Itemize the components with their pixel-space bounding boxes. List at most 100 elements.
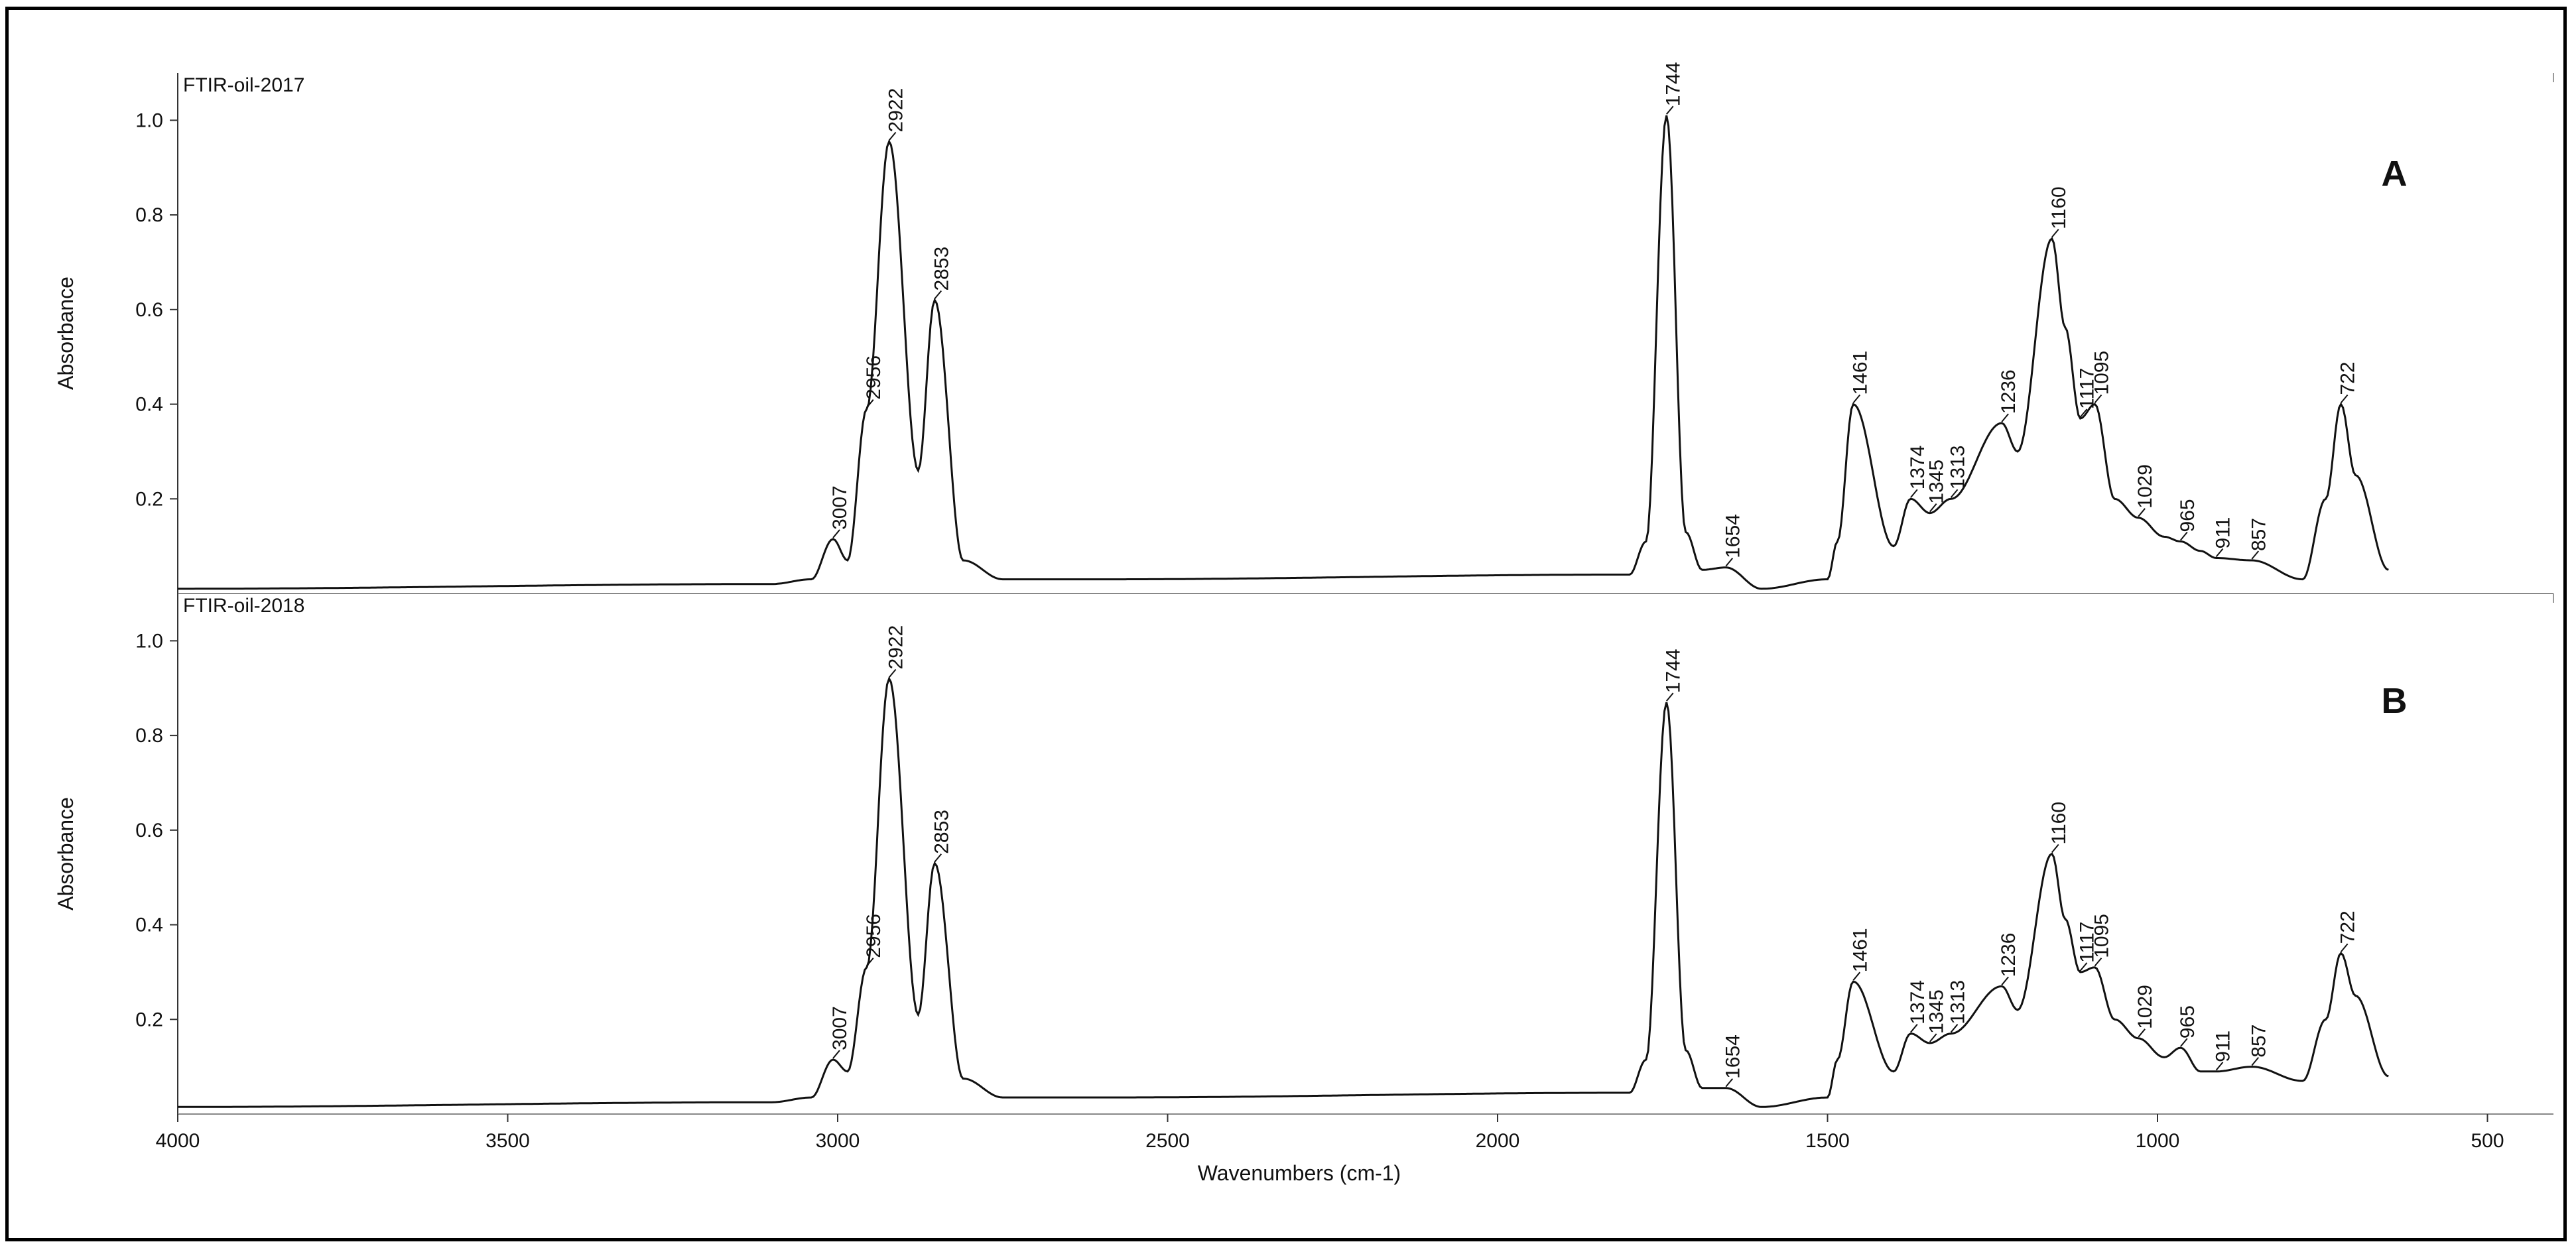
peak-marker bbox=[1910, 489, 1918, 498]
peak-marker bbox=[2051, 843, 2059, 853]
peak-marker bbox=[1929, 503, 1937, 513]
peak-label: 722 bbox=[2337, 910, 2359, 944]
peak-label: 3007 bbox=[829, 485, 851, 530]
peak-label: 965 bbox=[2177, 1005, 2199, 1038]
peak-marker bbox=[1852, 394, 1861, 404]
peak-marker bbox=[2251, 1056, 2260, 1066]
peak-marker bbox=[2079, 962, 2088, 971]
y-tick-label: 0.6 bbox=[135, 820, 163, 842]
peak-label: 1236 bbox=[1998, 369, 2020, 414]
panel-A: 0.2 0.4 0.6 0.8 1.0 Absorbance FTIR-oil-2017 A 3… bbox=[54, 62, 2554, 594]
panel-label-B: B bbox=[2382, 681, 2408, 721]
peak-label: 1654 bbox=[1722, 1034, 1744, 1079]
peak-label: 2922 bbox=[885, 625, 907, 670]
peak-label: 1374 bbox=[1907, 980, 1929, 1025]
y-tick-label: 0.8 bbox=[135, 204, 163, 226]
peak-label: 1374 bbox=[1907, 446, 1929, 490]
y-tick-label: 1.0 bbox=[135, 109, 163, 131]
peak-marker bbox=[2001, 413, 2009, 422]
peak-marker bbox=[2001, 976, 2009, 985]
peak-marker bbox=[1665, 692, 1674, 702]
peak-label: 1095 bbox=[2091, 914, 2112, 958]
y-tick-label: 0.2 bbox=[135, 1009, 163, 1030]
peak-label: 2853 bbox=[931, 247, 952, 291]
peak-marker bbox=[866, 958, 874, 967]
peak-marker bbox=[888, 668, 897, 678]
peak-label: 965 bbox=[2177, 499, 2199, 532]
panel-label-A: A bbox=[2382, 154, 2408, 194]
x-tick-label: 2500 bbox=[1145, 1130, 1190, 1152]
x-tick-label: 3000 bbox=[816, 1130, 860, 1152]
x-axis-label: Wavenumbers (cm-1) bbox=[1198, 1161, 1401, 1185]
peak-label: 1313 bbox=[1947, 446, 1969, 490]
peak-label: 911 bbox=[2213, 517, 2234, 549]
peak-label: 857 bbox=[2248, 518, 2270, 551]
peak-label: 1160 bbox=[2048, 802, 2070, 845]
peak-marker bbox=[1929, 1033, 1937, 1042]
peak-marker bbox=[2180, 531, 2188, 541]
peak-marker bbox=[2138, 1029, 2146, 1038]
peak-marker bbox=[832, 1050, 840, 1059]
peak-marker bbox=[2138, 508, 2146, 517]
x-tick-label: 2000 bbox=[1476, 1130, 1520, 1152]
spectrum-line bbox=[178, 115, 2389, 590]
x-tick-label: 500 bbox=[2471, 1130, 2504, 1152]
peak-label: 1654 bbox=[1722, 514, 1744, 558]
peak-marker bbox=[1950, 489, 1959, 498]
y-tick-label: 0.4 bbox=[135, 914, 163, 936]
x-tick-label: 3500 bbox=[485, 1130, 530, 1152]
peak-marker bbox=[832, 529, 840, 538]
peak-label: 1095 bbox=[2091, 351, 2112, 395]
peak-marker bbox=[2251, 550, 2260, 560]
spectrum-line bbox=[178, 676, 2389, 1108]
peak-marker bbox=[2094, 958, 2102, 967]
peak-label: 2956 bbox=[863, 914, 885, 958]
x-tick-label: 1500 bbox=[1805, 1130, 1850, 1152]
peak-marker bbox=[2340, 394, 2349, 404]
peak-label: 1345 bbox=[1926, 989, 1948, 1034]
peak-label: 857 bbox=[2248, 1025, 2270, 1058]
peak-marker bbox=[2051, 229, 2059, 238]
peak-label: 1029 bbox=[2134, 985, 2156, 1029]
peak-marker bbox=[1852, 971, 1861, 981]
y-tick-label: 0.2 bbox=[135, 488, 163, 510]
peak-label: 722 bbox=[2337, 361, 2359, 395]
y-tick-label: 0.4 bbox=[135, 394, 163, 416]
y-axis-label: Absorbance bbox=[54, 277, 78, 390]
peak-marker bbox=[2215, 548, 2224, 558]
peak-marker bbox=[1725, 558, 1734, 567]
peak-marker bbox=[1665, 105, 1674, 115]
peak-label: 1345 bbox=[1926, 460, 1948, 504]
peak-marker bbox=[2079, 408, 2088, 418]
peak-marker bbox=[934, 853, 942, 863]
y-axis-label: Absorbance bbox=[54, 797, 78, 910]
peak-marker bbox=[1910, 1024, 1918, 1033]
peak-marker bbox=[2215, 1062, 2224, 1071]
peak-marker bbox=[2180, 1038, 2188, 1047]
peak-label: 911 bbox=[2213, 1030, 2234, 1062]
series-title: FTIR-oil-2017 bbox=[183, 74, 304, 96]
peak-marker bbox=[1950, 1024, 1959, 1033]
peak-marker bbox=[2340, 943, 2349, 953]
figure-frame bbox=[5, 7, 2567, 1241]
peak-label: 1461 bbox=[1849, 351, 1871, 395]
x-tick-label: 4000 bbox=[156, 1130, 200, 1152]
peak-label: 3007 bbox=[829, 1006, 851, 1050]
x-tick-label: 1000 bbox=[2136, 1130, 2180, 1152]
peak-label: 1744 bbox=[1663, 649, 1685, 693]
peak-label: 1029 bbox=[2134, 464, 2156, 509]
peak-label: 1236 bbox=[1998, 933, 2020, 977]
peak-label: 1744 bbox=[1663, 62, 1685, 106]
peak-label: 2922 bbox=[885, 88, 907, 133]
peak-label: 1117 bbox=[2077, 922, 2098, 963]
y-tick-label: 0.8 bbox=[135, 725, 163, 747]
peak-marker bbox=[2094, 394, 2102, 404]
series-title: FTIR-oil-2018 bbox=[183, 595, 304, 617]
peak-marker bbox=[1725, 1078, 1734, 1088]
peak-marker bbox=[866, 399, 874, 408]
peak-label: 1160 bbox=[2048, 186, 2070, 229]
peak-label: 2853 bbox=[931, 810, 952, 854]
y-tick-label: 1.0 bbox=[135, 630, 163, 652]
peak-label: 2956 bbox=[863, 355, 885, 400]
